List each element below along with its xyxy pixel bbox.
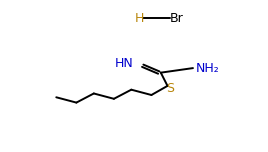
Text: S: S xyxy=(166,82,174,95)
Text: H: H xyxy=(135,12,144,25)
Text: Br: Br xyxy=(170,12,184,25)
Text: NH₂: NH₂ xyxy=(196,62,219,75)
Text: HN: HN xyxy=(115,57,134,70)
